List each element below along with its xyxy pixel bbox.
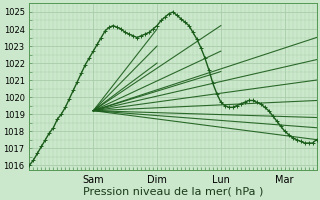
X-axis label: Pression niveau de la mer( hPa ): Pression niveau de la mer( hPa ) xyxy=(83,187,263,197)
